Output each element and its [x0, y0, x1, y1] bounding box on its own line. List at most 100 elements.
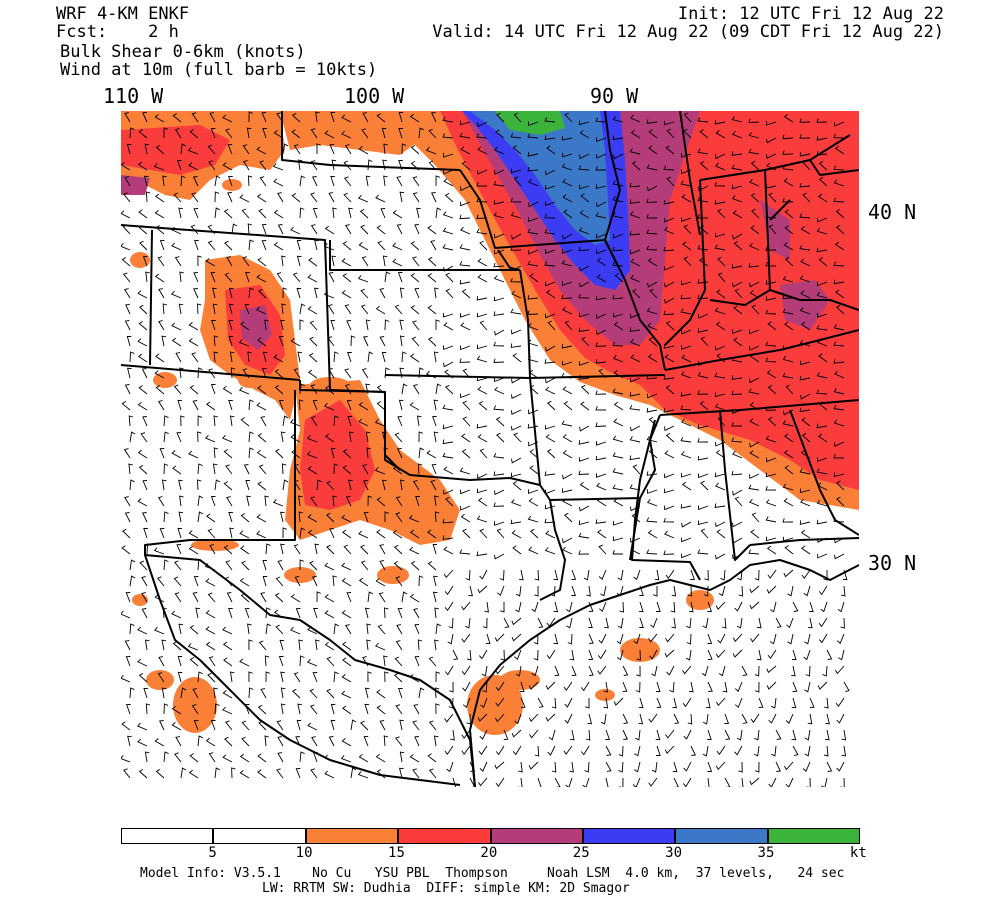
wind-barb	[125, 592, 131, 603]
wind-barb	[786, 617, 794, 629]
wind-barb	[154, 209, 165, 219]
wind-barb	[274, 592, 284, 603]
wind-barb	[603, 681, 609, 693]
wind-barb	[222, 434, 233, 443]
wind-barb	[766, 665, 777, 674]
wind-barb	[664, 505, 675, 511]
wind-barb	[214, 479, 221, 491]
wind-barb	[256, 530, 267, 539]
wind-barb	[750, 633, 760, 643]
wind-barb	[732, 649, 743, 658]
wind-barb	[534, 569, 540, 581]
wind-barb	[639, 617, 644, 628]
wind-barb	[545, 184, 556, 190]
wind-barb	[333, 463, 339, 475]
wind-barb	[366, 623, 371, 635]
wind-barb	[528, 713, 539, 722]
wind-barb	[618, 745, 624, 757]
wind-barb	[768, 713, 777, 724]
wind-barb	[211, 320, 216, 331]
wind-barb	[800, 258, 811, 267]
wind-barb	[787, 633, 794, 645]
wind-barb	[177, 671, 183, 683]
wind-barb	[293, 368, 301, 379]
wind-barb	[836, 633, 845, 645]
wind-barb	[571, 665, 577, 676]
wind-title: Wind at 10m (full barb = 10kts)	[60, 60, 378, 80]
wind-barb	[367, 671, 372, 683]
wind-barb	[784, 209, 794, 219]
wind-barb	[782, 275, 794, 283]
wind-barb	[647, 529, 658, 539]
wind-barb	[363, 512, 369, 523]
wind-barb	[392, 209, 403, 219]
wind-barb	[630, 313, 641, 319]
wind-barb	[563, 745, 573, 755]
wind-barb	[697, 455, 709, 461]
wind-barb	[484, 601, 489, 613]
wind-barb	[435, 175, 441, 187]
wind-barb	[579, 361, 590, 366]
wind-barb	[445, 272, 454, 283]
wind-barb	[479, 448, 488, 459]
wind-barb	[527, 295, 539, 300]
wind-barb	[622, 665, 629, 676]
wind-barb	[282, 479, 289, 491]
wind-barb	[683, 729, 692, 740]
wind-barb	[783, 498, 794, 507]
wind-barb	[145, 271, 150, 283]
wind-barb	[188, 450, 199, 459]
wind-barb	[534, 745, 540, 757]
wind-barb	[697, 424, 709, 429]
wind-barb	[433, 735, 439, 747]
wind-barb	[143, 528, 148, 539]
wind-barb	[224, 240, 233, 251]
wind-barb	[613, 153, 624, 160]
wind-barb	[681, 472, 692, 478]
lon-label-110w: 110 W	[103, 84, 164, 108]
wind-barb	[228, 303, 234, 315]
wind-barb	[272, 163, 284, 171]
wind-barb	[299, 303, 306, 315]
wind-barb	[428, 656, 437, 667]
wind-barb	[443, 489, 454, 495]
wind-barb	[208, 160, 216, 171]
wind-barb	[635, 681, 641, 693]
wind-barb	[715, 130, 726, 139]
wind-barb	[377, 240, 386, 251]
wind-barb	[399, 191, 405, 203]
wind-barb	[205, 626, 216, 635]
wind-barb	[172, 465, 182, 475]
wind-barb	[332, 207, 337, 219]
wind-barb	[513, 432, 522, 443]
wind-barb	[765, 486, 777, 491]
wind-barb	[478, 777, 488, 787]
wind-barb	[357, 194, 369, 203]
wind-barb	[461, 289, 471, 299]
wind-barb	[707, 649, 713, 660]
wind-barb	[818, 257, 828, 267]
wind-barb	[265, 623, 272, 635]
wind-barb	[836, 496, 845, 507]
wind-barb	[212, 463, 218, 475]
wind-barb	[442, 518, 454, 524]
wind-barb	[766, 369, 777, 379]
wind-barb	[817, 457, 828, 462]
wind-barb	[418, 431, 423, 443]
wind-barb	[342, 705, 352, 715]
wind-barb	[533, 649, 539, 661]
physics-info: LW: RRTM SW: Dudhia DIFF: simple KM: 2D …	[262, 881, 630, 896]
wind-barb	[380, 208, 386, 219]
wind-barb	[291, 193, 301, 203]
wind-barb	[360, 560, 369, 571]
wind-barb	[416, 207, 421, 219]
wind-barb	[818, 353, 828, 363]
wind-barb	[225, 720, 233, 731]
wind-barb	[310, 128, 318, 139]
wind-barb	[290, 226, 301, 235]
wind-barb	[493, 453, 505, 459]
lon-label-90w: 90 W	[590, 84, 639, 108]
wind-barb	[480, 697, 488, 709]
wind-barb	[289, 419, 301, 427]
wind-barb	[341, 562, 352, 571]
